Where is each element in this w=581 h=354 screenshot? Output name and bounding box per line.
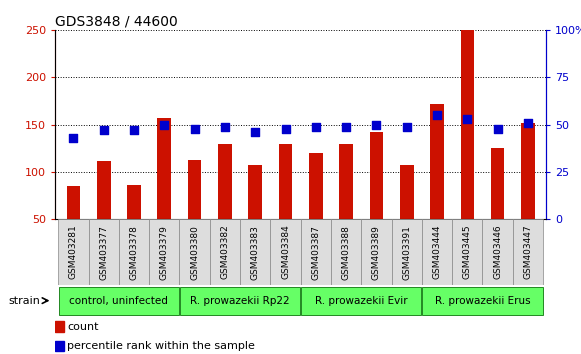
Point (130, 128, 139, 133)
Bar (218, 144, 232, 219)
Point (462, 116, 472, 122)
FancyBboxPatch shape (302, 287, 421, 315)
Text: GDS3848 / 44600: GDS3848 / 44600 (55, 14, 178, 28)
Point (311, 124, 321, 130)
Text: count: count (67, 322, 99, 332)
Bar (309, 153, 322, 219)
Text: strain: strain (8, 296, 40, 306)
FancyBboxPatch shape (210, 219, 240, 285)
Text: GSM403379: GSM403379 (160, 225, 169, 280)
Point (190, 126, 199, 131)
FancyBboxPatch shape (392, 219, 422, 285)
Bar (67, 186, 80, 219)
Bar (55, 321, 64, 332)
FancyBboxPatch shape (331, 219, 361, 285)
Text: R. prowazekii Erus: R. prowazekii Erus (435, 296, 530, 306)
Bar (491, 148, 504, 219)
Point (493, 126, 503, 131)
FancyBboxPatch shape (452, 219, 482, 285)
FancyBboxPatch shape (58, 219, 88, 285)
Bar (55, 341, 64, 351)
FancyBboxPatch shape (270, 219, 301, 285)
Text: GSM403380: GSM403380 (190, 225, 199, 280)
Text: GSM403382: GSM403382 (220, 225, 229, 279)
FancyBboxPatch shape (180, 219, 210, 285)
Point (220, 124, 229, 130)
FancyBboxPatch shape (482, 219, 513, 285)
Text: GSM403445: GSM403445 (463, 225, 472, 279)
Point (99, 128, 108, 133)
FancyBboxPatch shape (240, 219, 270, 285)
FancyBboxPatch shape (180, 287, 300, 315)
Bar (370, 132, 383, 219)
Text: R. prowazekii Evir: R. prowazekii Evir (315, 296, 408, 306)
Point (160, 122, 169, 127)
Text: GSM403389: GSM403389 (372, 225, 381, 280)
Bar (400, 165, 414, 219)
Bar (97, 161, 110, 219)
Text: GSM403383: GSM403383 (251, 225, 260, 280)
FancyBboxPatch shape (119, 219, 149, 285)
FancyBboxPatch shape (422, 287, 543, 315)
Text: percentile rank within the sample: percentile rank within the sample (67, 341, 255, 351)
Point (402, 124, 411, 130)
Bar (521, 123, 535, 219)
Bar (339, 144, 353, 219)
Text: GSM403377: GSM403377 (99, 225, 108, 280)
Text: GSM403378: GSM403378 (130, 225, 138, 280)
Text: R. prowazekii Rp22: R. prowazekii Rp22 (190, 296, 290, 306)
Bar (188, 160, 202, 219)
Bar (157, 118, 171, 219)
Text: GSM403391: GSM403391 (402, 225, 411, 280)
FancyBboxPatch shape (361, 219, 392, 285)
Bar (430, 104, 444, 219)
Bar (279, 144, 292, 219)
Text: GSM403387: GSM403387 (311, 225, 320, 280)
FancyBboxPatch shape (88, 219, 119, 285)
Text: GSM403447: GSM403447 (523, 225, 532, 279)
Text: GSM403444: GSM403444 (432, 225, 442, 279)
Bar (249, 165, 262, 219)
Point (69, 135, 78, 141)
Bar (127, 185, 141, 219)
Text: GSM403446: GSM403446 (493, 225, 502, 279)
FancyBboxPatch shape (422, 219, 452, 285)
Text: control, uninfected: control, uninfected (69, 296, 168, 306)
Point (523, 120, 533, 126)
Text: GSM403388: GSM403388 (342, 225, 350, 280)
FancyBboxPatch shape (301, 219, 331, 285)
Bar (461, 30, 474, 219)
FancyBboxPatch shape (513, 219, 543, 285)
Point (432, 113, 442, 118)
Text: GSM403281: GSM403281 (69, 225, 78, 279)
Point (250, 130, 260, 135)
FancyBboxPatch shape (59, 287, 179, 315)
Text: GSM403384: GSM403384 (281, 225, 290, 279)
Point (281, 126, 290, 131)
Point (342, 124, 351, 130)
Point (372, 122, 381, 127)
FancyBboxPatch shape (149, 219, 180, 285)
